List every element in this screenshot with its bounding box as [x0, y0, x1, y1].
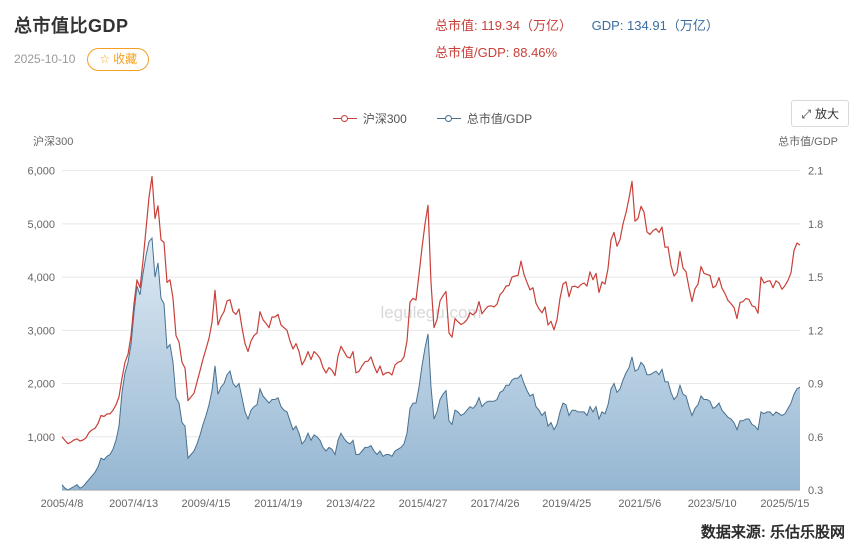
favorite-button[interactable]: ☆ 收藏: [87, 48, 150, 71]
x-axis-tick-label: 2007/4/13: [109, 498, 158, 510]
chart-legend: 沪深300 总市值/GDP: [0, 110, 865, 127]
x-axis-tick-label: 2011/4/19: [254, 498, 302, 510]
left-axis-tick-label: 1,000: [27, 432, 55, 444]
star-icon: ☆: [99, 52, 111, 66]
left-axis-title: 沪深300: [33, 134, 73, 148]
right-axis-tick-label: 0.6: [808, 432, 823, 444]
right-axis-tick-label: 1.8: [808, 219, 823, 231]
mvgdp-line: [61, 236, 801, 491]
left-axis-tick-label: 2,000: [27, 379, 55, 391]
x-axis-tick-label: 2019/4/25: [542, 498, 591, 510]
stats-row-1: 总市值: 119.34（万亿） GDP: 134.91（万亿）: [435, 18, 719, 34]
zoom-button[interactable]: ⤢ 放大: [791, 100, 849, 127]
mvgdp-area: [62, 238, 800, 490]
ratio-stat: 总市值/GDP: 88.46%: [435, 44, 558, 60]
x-axis-tick-label: 2021/5/6: [618, 498, 661, 510]
right-axis-tick-label: 0.9: [808, 379, 823, 391]
x-axis-tick-label: 2015/4/27: [399, 498, 448, 510]
left-axis-tick-label: 4,000: [27, 272, 55, 284]
date-label: 2025-10-10: [14, 52, 76, 67]
zoom-expand-icon: ⤢: [801, 106, 811, 121]
zoom-label: 放大: [814, 107, 839, 121]
page-title: 总市值比GDP: [14, 16, 129, 36]
right-axis-tick-label: 0.3: [808, 485, 823, 497]
favorite-label: 收藏: [113, 52, 138, 66]
x-axis-tick-label: 2009/4/15: [182, 498, 231, 510]
right-axis-tick-label: 1.5: [808, 272, 823, 284]
legend-label-mvgdp: 总市值/GDP: [466, 112, 533, 126]
subheader-row: 2025-10-10 ☆ 收藏: [14, 48, 150, 71]
right-axis-title: 总市值/GDP: [778, 134, 838, 148]
market-cap-stat: 总市值: 119.34（万亿）: [435, 18, 573, 33]
csi300-line: [61, 175, 801, 445]
left-axis-tick-label: 3,000: [27, 325, 55, 337]
x-axis-tick-label: 2013/4/22: [326, 498, 375, 510]
left-axis-tick-label: 5,000: [27, 219, 55, 231]
legend-item-mvgdp[interactable]: 总市值/GDP: [436, 110, 533, 127]
legend-label-csi300: 沪深300: [362, 112, 407, 126]
watermark: legulegu.com: [380, 303, 481, 322]
legend-marker-mvgdp-icon: [436, 114, 461, 123]
chart-canvas[interactable]: 沪深300 总市值/GDP 1,000 2,000 3,000 4,000 5,000 6,0…: [0, 132, 865, 510]
stats-row-2: 总市值/GDP: 88.46%: [435, 45, 719, 61]
x-axis-tick-label: 2005/4/8: [41, 498, 84, 510]
stats-block: 总市值: 119.34（万亿） GDP: 134.91（万亿） 总市值/GDP:…: [435, 18, 719, 60]
legend-marker-csi300-icon: [332, 114, 357, 123]
data-source: 数据来源: 乐估乐股网: [700, 524, 845, 541]
x-axis-tick-label: 2017/4/26: [471, 498, 520, 510]
gdp-stat: GDP: 134.91（万亿）: [591, 18, 719, 33]
right-axis-tick-label: 2.1: [808, 166, 823, 178]
legend-item-csi300[interactable]: 沪深300: [332, 110, 407, 127]
x-axis-tick-label: 2025/5/15: [760, 498, 809, 510]
right-axis-tick-label: 1.2: [808, 325, 823, 337]
left-axis-tick-label: 6,000: [27, 166, 55, 178]
x-axis-tick-label: 2023/5/10: [688, 498, 737, 510]
